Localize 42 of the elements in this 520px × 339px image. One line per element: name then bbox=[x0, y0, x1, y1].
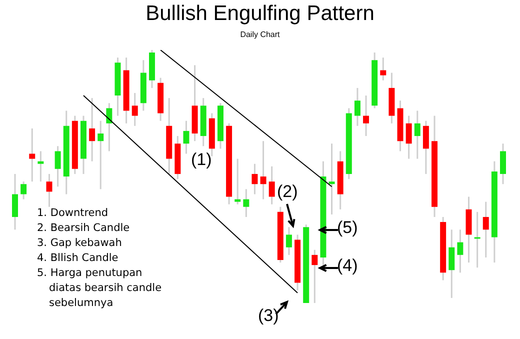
candlestick bbox=[252, 163, 258, 195]
candlestick bbox=[46, 173, 52, 208]
chart-title: Bullish Engulfing Pattern bbox=[144, 2, 376, 26]
candlestick bbox=[328, 142, 335, 216]
candlestick bbox=[474, 211, 480, 268]
candlestick bbox=[243, 188, 250, 218]
candlestick bbox=[234, 158, 241, 206]
annotation: 5. Harga penutupan diatas bearsih candle sebelumnya bbox=[37, 266, 163, 311]
annotation: (4) bbox=[337, 256, 358, 276]
candlestick bbox=[414, 110, 420, 160]
candlestick bbox=[500, 142, 506, 185]
annotation: 2. Bearsih Candle bbox=[37, 221, 131, 236]
annotation: 4. Bllish Candle bbox=[37, 251, 120, 266]
candlestick bbox=[406, 115, 412, 160]
text: (3) bbox=[258, 306, 279, 326]
candlestick bbox=[354, 87, 360, 127]
candlestick bbox=[132, 92, 138, 127]
candlestick bbox=[482, 201, 489, 258]
candlestick bbox=[312, 249, 318, 304]
candlestick bbox=[106, 102, 112, 152]
candlestick bbox=[89, 97, 96, 162]
candlestick bbox=[457, 228, 464, 274]
candlestick bbox=[448, 228, 455, 299]
annotation: (5) bbox=[337, 218, 358, 238]
candlestick bbox=[363, 94, 370, 137]
annotation: 1. Downtrend bbox=[37, 206, 110, 221]
candlestick bbox=[380, 56, 386, 82]
candlestick bbox=[54, 145, 61, 188]
chart-subtitle: Daily Chart bbox=[239, 30, 281, 39]
candlestick bbox=[29, 128, 36, 182]
candlestick bbox=[98, 120, 104, 190]
candlestick bbox=[260, 140, 266, 200]
candlestick bbox=[183, 120, 190, 154]
candlestick bbox=[422, 120, 429, 175]
candlestick bbox=[20, 180, 27, 200]
candlestick bbox=[286, 226, 292, 256]
candlestick bbox=[12, 173, 18, 230]
annotation: (2) bbox=[277, 182, 298, 202]
candlestick bbox=[38, 150, 44, 182]
candlestick bbox=[268, 166, 275, 206]
annotation: (1) bbox=[191, 150, 212, 170]
annotation: 3. Gap kebawah bbox=[37, 236, 123, 251]
